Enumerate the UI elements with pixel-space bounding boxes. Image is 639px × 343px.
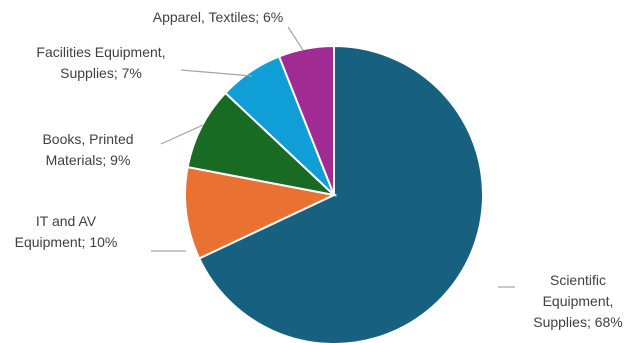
- data-label-5-line-1: Apparel, Textiles; 6%: [153, 9, 283, 25]
- data-labels: Scientific Equipment, Supplies; 68% IT and …: [15, 9, 623, 330]
- data-label-4-line-2: Supplies; 7%: [60, 65, 142, 81]
- data-label-1-line-1: Scientific: [550, 272, 606, 288]
- data-label-5: Apparel, Textiles; 6%: [153, 9, 283, 25]
- leader-line-4: [180, 69, 253, 77]
- data-label-1: Scientific Equipment, Supplies; 68%: [533, 272, 623, 330]
- data-label-3: Books, Printed Materials; 9%: [42, 131, 133, 168]
- pie-slice-1: [197, 44, 484, 343]
- leader-line-3: [160, 124, 204, 145]
- data-label-1-line-3: Supplies; 68%: [533, 314, 623, 330]
- pie-slices: [184, 44, 484, 343]
- data-label-2: IT and AV Equipment; 10%: [15, 213, 118, 250]
- data-label-1-line-2: Equipment,: [543, 293, 614, 309]
- data-label-4: Facilities Equipment, Supplies; 7%: [36, 44, 165, 81]
- data-label-3-line-1: Books, Printed: [42, 131, 133, 147]
- leader-line-5: [287, 26, 304, 51]
- data-label-3-line-2: Materials; 9%: [46, 152, 131, 168]
- data-label-2-line-2: Equipment; 10%: [15, 234, 118, 250]
- pie-slice-2: [184, 165, 338, 260]
- pie-slice-5: [277, 44, 335, 196]
- pie-slice-3: [186, 91, 338, 197]
- data-label-4-line-1: Facilities Equipment,: [36, 44, 165, 60]
- data-label-2-line-1: IT and AV: [36, 213, 97, 229]
- leader-lines: [151, 26, 515, 288]
